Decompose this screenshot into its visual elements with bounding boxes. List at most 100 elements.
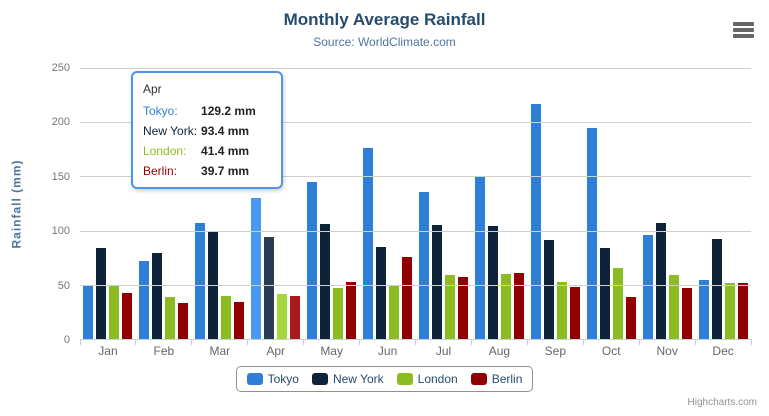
x-axis-tick [638,339,640,345]
legend-swatch-icon [470,373,487,385]
bar-london-may[interactable] [333,287,344,339]
tooltip-series-label: Berlin: [143,164,178,178]
bar-tokyo-nov[interactable] [642,235,653,339]
bar-tokyo-may[interactable] [307,182,318,339]
y-axis-label-0: 0 [63,334,70,346]
tooltip-series-label: Tokyo: [143,104,178,118]
bar-berlin-may[interactable] [346,281,357,339]
bar-berlin-mar[interactable] [234,301,245,339]
bar-london-dec[interactable] [724,283,735,339]
bar-group-nov [639,68,695,339]
legend-item-new-york[interactable]: New York [311,372,384,386]
bar-group-oct [583,68,639,339]
bar-group-may [304,68,360,339]
legend-label: London [417,372,458,386]
bar-tokyo-apr[interactable] [251,198,262,339]
bar-new-york-aug[interactable] [487,225,498,339]
bar-tokyo-jun[interactable] [363,147,374,339]
bar-london-jul[interactable] [444,274,455,339]
bar-berlin-sep[interactable] [569,287,580,339]
x-axis-label-may: May [320,344,343,358]
bar-tokyo-dec[interactable] [698,279,709,339]
hamburger-icon [732,22,754,38]
x-axis-tick [135,339,137,345]
bar-new-york-apr[interactable] [264,237,275,339]
plot-area [79,67,752,345]
gridline-200 [80,121,751,123]
legend-item-london[interactable]: London [396,372,458,386]
bar-london-oct[interactable] [612,268,623,339]
legend-item-berlin[interactable]: Berlin [470,372,523,386]
bar-new-york-nov[interactable] [655,223,666,339]
x-axis-tick [191,339,193,345]
bar-london-feb[interactable] [165,296,176,339]
bar-berlin-oct[interactable] [625,296,636,339]
legend-swatch-icon [311,373,328,385]
bar-group-dec [695,68,751,339]
x-axis-label-oct: Oct [601,344,621,358]
bar-london-mar[interactable] [221,296,232,339]
bar-group-aug [471,68,527,339]
bar-tokyo-oct[interactable] [586,127,597,339]
legend-box: Tokyo New York London Berlin [235,366,534,392]
x-axis-label-feb: Feb [153,344,175,358]
bar-new-york-jan[interactable] [96,248,107,339]
bar-london-jan[interactable] [109,285,120,339]
legend-swatch-icon [246,373,263,385]
bar-london-sep[interactable] [556,282,567,339]
bar-new-york-sep[interactable] [543,239,554,339]
tooltip: Apr Tokyo: 129.2 mm New York: 93.4 mm London… [131,71,283,189]
bar-london-apr[interactable] [277,294,288,339]
bar-berlin-nov[interactable] [681,288,692,339]
bar-tokyo-mar[interactable] [195,223,206,339]
legend-item-tokyo[interactable]: Tokyo [246,372,299,386]
bar-berlin-jan[interactable] [122,292,133,339]
x-axis-tick [694,339,696,345]
x-axis-tick [247,339,249,345]
y-axis-label-150: 150 [51,170,70,183]
bar-london-aug[interactable] [500,274,511,339]
bar-berlin-apr[interactable] [290,295,301,339]
bar-tokyo-jul[interactable] [418,191,429,339]
bar-new-york-feb[interactable] [152,253,163,339]
tooltip-series-value: 41.4 mm [201,144,250,158]
chart-title: Monthly Average Rainfall [283,10,486,29]
x-axis-labels: Jan Feb Mar Apr May Jun Jul Aug Sep Oct Nov Dec [80,344,751,358]
highcharts-credits-link[interactable]: Highcharts.com [687,397,757,408]
bar-berlin-dec[interactable] [737,283,748,339]
legend-label: Berlin [491,372,523,386]
bar-tokyo-sep[interactable] [530,103,541,339]
x-axis-label-sep: Sep [544,344,567,358]
tooltip-rows: Tokyo: 129.2 mm New York: 93.4 mm London: 41.… [143,101,271,181]
x-axis-tick [750,339,752,345]
export-menu-button[interactable] [729,18,757,42]
x-axis-label-dec: Dec [712,344,734,358]
bar-tokyo-jan[interactable] [83,284,94,339]
bar-new-york-oct[interactable] [599,248,610,339]
bar-new-york-jun[interactable] [376,247,387,339]
bar-new-york-may[interactable] [320,223,331,339]
bar-berlin-aug[interactable] [513,273,524,339]
bar-berlin-jul[interactable] [457,276,468,339]
bar-group-sep [527,68,583,339]
bar-london-nov[interactable] [668,274,679,339]
bar-berlin-feb[interactable] [178,302,189,339]
bar-new-york-dec[interactable] [711,238,722,339]
gridline-50 [80,285,751,287]
legend-label: Tokyo [267,372,299,386]
bar-tokyo-feb[interactable] [139,261,150,339]
bar-berlin-jun[interactable] [402,256,413,339]
x-axis-tick [359,339,361,345]
gridline-100 [80,230,751,232]
x-axis-tick [415,339,416,345]
bars-row [80,68,751,339]
bar-group-jan [80,68,136,339]
bar-group-jul [416,68,472,339]
y-axis-label-250: 250 [51,62,70,74]
tooltip-series-value: 39.7 mm [201,164,250,178]
tooltip-series-value: 129.2 mm [201,104,256,118]
bar-tokyo-aug[interactable] [474,177,485,339]
bar-london-jun[interactable] [389,286,400,339]
bar-new-york-jul[interactable] [431,224,442,339]
